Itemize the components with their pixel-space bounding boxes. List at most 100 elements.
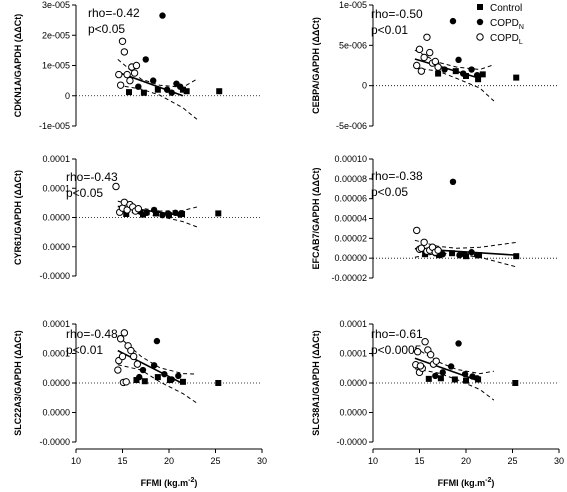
copdl-point bbox=[420, 53, 428, 62]
copdl-point bbox=[417, 67, 426, 75]
legend-label: COPDN bbox=[490, 18, 524, 31]
copdl-point bbox=[114, 366, 122, 374]
copdn-point bbox=[168, 89, 175, 96]
control-point bbox=[449, 250, 456, 257]
control-point bbox=[154, 86, 161, 93]
legend: Control COPDN COPDL bbox=[476, 3, 524, 46]
legend-label-main: COPD bbox=[490, 18, 519, 29]
y-tick-label: 0.0001 bbox=[339, 319, 367, 329]
y-axis-label: CDKN1A/GAPDH (ΔΔCt) bbox=[13, 14, 23, 117]
copdl-point bbox=[130, 69, 139, 77]
x-tick-label: 25 bbox=[210, 456, 220, 466]
copdl-point bbox=[413, 348, 422, 356]
chart-panel-4: 0.00010 0.00008 0.00006 0.00004 0.00002 0.000… bbox=[311, 154, 559, 283]
rho-label: rho=-0.48 bbox=[66, 327, 118, 341]
x-tick-label: 30 bbox=[257, 456, 267, 466]
y-tick-label: -0.00002 bbox=[331, 273, 367, 283]
copdn-point bbox=[163, 86, 171, 93]
legend-label-sub: N bbox=[519, 24, 524, 31]
copdl-point bbox=[122, 378, 130, 386]
y-axis-label: CEBPA/GAPDH (ΔΔCt) bbox=[311, 17, 321, 114]
x-axis-panel-5: 10 15 20 25 30 FFMI (kg.m-2) bbox=[71, 448, 267, 488]
y-tick-label: 0.0001 bbox=[339, 349, 367, 359]
ci-upper-band bbox=[117, 335, 197, 375]
control-point bbox=[140, 89, 147, 96]
control-point bbox=[123, 210, 130, 217]
control-point bbox=[139, 211, 146, 218]
chart-panel-3: 0.0001 0.0001 0.0000 0.0000 -0.0000 CYR61/GAP… bbox=[13, 154, 262, 281]
y-tick-label: -5e-006 bbox=[336, 121, 367, 131]
legend-label-main: COPD bbox=[490, 33, 519, 44]
x-axis-label: FFMI (kg.m-2) bbox=[438, 477, 495, 488]
control-point bbox=[133, 377, 140, 384]
copdl-point bbox=[420, 238, 428, 247]
copdn-point bbox=[447, 363, 455, 370]
y-tick-label: 0.00010 bbox=[334, 154, 367, 164]
copdl-point bbox=[126, 76, 134, 85]
y-tick-label: 0.0000 bbox=[339, 378, 367, 388]
copdn-point bbox=[168, 376, 175, 383]
control-point bbox=[126, 89, 133, 96]
y-tick-label: 0.00006 bbox=[334, 194, 367, 204]
x-axis-panel-6: 10 15 20 25 30 FFMI (kg.m-2) bbox=[368, 448, 564, 488]
control-point bbox=[437, 375, 444, 382]
copdn-point bbox=[449, 17, 457, 25]
y-tick-label: 0.0001 bbox=[42, 183, 70, 193]
copdn-point bbox=[441, 66, 448, 73]
y-tick-label: 0.0001 bbox=[42, 349, 70, 359]
copdl-point bbox=[413, 226, 421, 235]
copdl-point bbox=[413, 61, 421, 70]
copdn-point bbox=[150, 206, 158, 214]
rho-label: rho=-0.38 bbox=[371, 169, 423, 183]
control-point bbox=[451, 376, 458, 383]
x-tick-label: 30 bbox=[554, 456, 564, 466]
y-tick-label: -0.0000 bbox=[39, 271, 70, 281]
y-tick-label: 0.00002 bbox=[334, 233, 367, 243]
y-tick-label: 0.0000 bbox=[42, 242, 70, 252]
copdn-point bbox=[473, 71, 481, 79]
control-point bbox=[179, 86, 186, 93]
copdn-point bbox=[159, 211, 166, 219]
y-tick-label: 0.00008 bbox=[334, 174, 367, 184]
legend-marker-control bbox=[477, 4, 483, 10]
x-axis-label-main: FFMI (kg.m bbox=[438, 478, 486, 488]
copdl-point bbox=[129, 352, 138, 361]
copdn-point bbox=[449, 178, 457, 186]
control-point bbox=[475, 76, 482, 83]
legend-label-main: Control bbox=[490, 3, 522, 14]
y-tick-label: 0 bbox=[362, 81, 367, 91]
copdl-point bbox=[120, 48, 129, 56]
copdl-point bbox=[127, 346, 135, 355]
copdn-point bbox=[439, 369, 446, 376]
copdn-point bbox=[473, 251, 481, 259]
x-tick-label: 15 bbox=[117, 456, 127, 466]
p-value-label: p<0.01 bbox=[66, 343, 103, 357]
legend-label: COPDL bbox=[490, 33, 523, 46]
copdn-point bbox=[149, 77, 157, 84]
copdl-point bbox=[432, 357, 440, 365]
chart-panel-1: 3e-005 2e-005 1e-005 0 -1e-005 CDKN1A/GAPDH (… bbox=[13, 0, 262, 131]
control-point bbox=[513, 253, 520, 260]
copdn-point bbox=[468, 249, 475, 256]
x-axis-label-sup: -2 bbox=[188, 477, 194, 484]
p-value-label: p<0.05 bbox=[66, 186, 103, 200]
x-axis-label: FFMI (kg.m-2) bbox=[141, 477, 198, 488]
chart-panel-6: 0.0001 0.0001 0.0000 0.0000 -0.0000 SLC38A1/G… bbox=[311, 319, 559, 447]
copdn-point bbox=[176, 211, 184, 218]
copdl-point bbox=[431, 57, 440, 66]
copdl-point bbox=[120, 329, 129, 337]
control-point bbox=[152, 210, 159, 217]
copdl-point bbox=[416, 362, 425, 370]
copdn-point bbox=[150, 362, 158, 369]
p-value-label: p<0.05 bbox=[371, 185, 408, 199]
rho-label: rho=-0.43 bbox=[66, 170, 118, 184]
copdl-point bbox=[421, 338, 429, 346]
control-point bbox=[452, 68, 459, 75]
copdn-point bbox=[175, 372, 182, 380]
y-axis-label: SLC22A3/GAPDH (ΔΔCt) bbox=[13, 330, 23, 435]
copdn-point bbox=[142, 56, 149, 63]
ci-lower-band bbox=[117, 84, 198, 120]
p-value-label: p<0.01 bbox=[371, 23, 408, 37]
ci-upper-band bbox=[117, 59, 198, 88]
copdn-point bbox=[153, 337, 161, 345]
